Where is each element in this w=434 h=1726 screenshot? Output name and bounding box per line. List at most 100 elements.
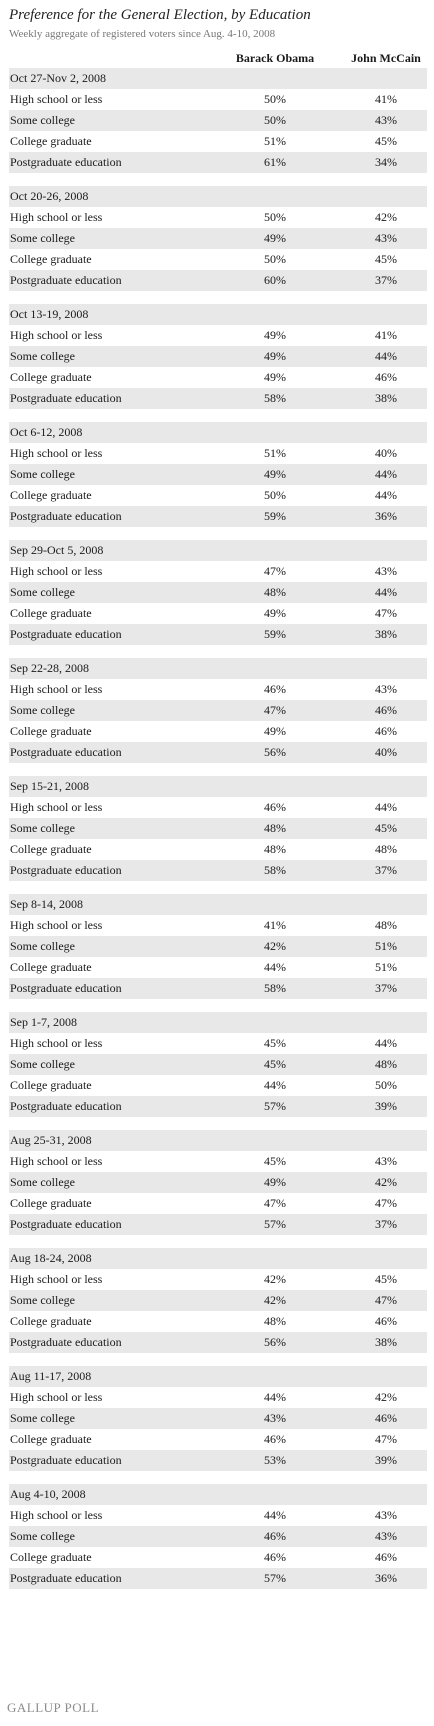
table-row: Postgraduate education 56% 40% (9, 742, 427, 763)
table-row: High school or less 42% 45% (9, 1269, 427, 1290)
table-row: Postgraduate education 59% 36% (9, 506, 427, 527)
education-label: Some college (10, 1057, 75, 1071)
period-label: Aug 25-31, 2008 (10, 1133, 92, 1147)
obama-value: 57% (264, 1217, 286, 1231)
mccain-value: 45% (375, 252, 397, 266)
education-label: College graduate (10, 252, 92, 266)
table-row: Some college 50% 43% (9, 110, 427, 131)
education-label: College graduate (10, 724, 92, 738)
mccain-value: 50% (375, 1078, 397, 1092)
education-label: Postgraduate education (10, 391, 122, 405)
mccain-value: 44% (375, 488, 397, 502)
period-label: Oct 13-19, 2008 (10, 307, 89, 321)
mccain-value: 40% (375, 446, 397, 460)
education-label: High school or less (10, 1390, 103, 1404)
obama-value: 61% (264, 155, 286, 169)
table-row: High school or less 45% 44% (9, 1033, 427, 1054)
mccain-value: 46% (375, 1550, 397, 1564)
mccain-value: 43% (375, 113, 397, 127)
table-row: Postgraduate education 58% 37% (9, 978, 427, 999)
mccain-value: 51% (375, 960, 397, 974)
obama-value: 45% (264, 1057, 286, 1071)
table-row: High school or less 45% 43% (9, 1151, 427, 1172)
mccain-value: 42% (375, 1390, 397, 1404)
education-label: Some college (10, 1175, 75, 1189)
obama-value: 49% (264, 231, 286, 245)
table-row: College graduate 46% 47% (9, 1429, 427, 1450)
education-label: College graduate (10, 1196, 92, 1210)
obama-value: 41% (264, 918, 286, 932)
table-row: College graduate 49% 46% (9, 721, 427, 742)
education-label: Postgraduate education (10, 745, 122, 759)
education-label: Postgraduate education (10, 509, 122, 523)
obama-value: 49% (264, 724, 286, 738)
mccain-value: 44% (375, 585, 397, 599)
period-header-row: Aug 25-31, 2008 (9, 1130, 427, 1151)
period-group: Aug 11-17, 2008 High school or less 44% 42%… (9, 1366, 427, 1471)
table-row: High school or less 51% 40% (9, 443, 427, 464)
mccain-value: 40% (375, 745, 397, 759)
obama-value: 58% (264, 391, 286, 405)
period-group: Aug 18-24, 2008 High school or less 42% 45%… (9, 1248, 427, 1353)
mccain-value: 48% (375, 918, 397, 932)
obama-value: 53% (264, 1453, 286, 1467)
table-row: High school or less 50% 41% (9, 89, 427, 110)
table-row: College graduate 48% 46% (9, 1311, 427, 1332)
mccain-value: 39% (375, 1453, 397, 1467)
obama-value: 58% (264, 863, 286, 877)
mccain-value: 45% (375, 821, 397, 835)
table-row: College graduate 49% 47% (9, 603, 427, 624)
table-row: High school or less 46% 43% (9, 679, 427, 700)
period-header-row: Aug 11-17, 2008 (9, 1366, 427, 1387)
education-label: High school or less (10, 92, 103, 106)
table-row: Some college 42% 47% (9, 1290, 427, 1311)
table-row: High school or less 46% 44% (9, 797, 427, 818)
obama-value: 44% (264, 1508, 286, 1522)
education-label: Postgraduate education (10, 1453, 122, 1467)
education-label: Postgraduate education (10, 273, 122, 287)
education-label: College graduate (10, 1550, 92, 1564)
chart-title: Preference for the General Election, by … (9, 7, 311, 23)
education-label: College graduate (10, 370, 92, 384)
period-header-row: Oct 13-19, 2008 (9, 304, 427, 325)
period-header-row: Oct 6-12, 2008 (9, 422, 427, 443)
obama-value: 42% (264, 939, 286, 953)
obama-value: 46% (264, 1529, 286, 1543)
obama-value: 45% (264, 1154, 286, 1168)
mccain-value: 44% (375, 467, 397, 481)
obama-value: 48% (264, 1314, 286, 1328)
mccain-value: 37% (375, 273, 397, 287)
obama-value: 58% (264, 981, 286, 995)
obama-value: 44% (264, 1390, 286, 1404)
education-label: Some college (10, 113, 75, 127)
table-row: Postgraduate education 53% 39% (9, 1450, 427, 1471)
mccain-value: 36% (375, 509, 397, 523)
obama-value: 47% (264, 564, 286, 578)
table-row: College graduate 50% 44% (9, 485, 427, 506)
table-row: Some college 43% 46% (9, 1408, 427, 1429)
education-label: High school or less (10, 446, 103, 460)
mccain-value: 44% (375, 349, 397, 363)
obama-value: 50% (264, 113, 286, 127)
education-label: College graduate (10, 1078, 92, 1092)
obama-value: 44% (264, 960, 286, 974)
education-label: Some college (10, 349, 75, 363)
mccain-value: 45% (375, 1272, 397, 1286)
education-label: Some college (10, 231, 75, 245)
mccain-value: 47% (375, 1432, 397, 1446)
obama-value: 46% (264, 1550, 286, 1564)
period-header-row: Sep 8-14, 2008 (9, 894, 427, 915)
period-group: Sep 22-28, 2008 High school or less 46% 43%… (9, 658, 427, 763)
obama-value: 50% (264, 92, 286, 106)
obama-value: 47% (264, 1196, 286, 1210)
period-label: Oct 27-Nov 2, 2008 (10, 71, 106, 85)
mccain-value: 37% (375, 1217, 397, 1231)
education-label: Some college (10, 1293, 75, 1307)
mccain-value: 38% (375, 627, 397, 641)
period-group: Oct 20-26, 2008 High school or less 50% 42%… (9, 186, 427, 291)
education-label: Some college (10, 939, 75, 953)
education-label: High school or less (10, 918, 103, 932)
education-label: College graduate (10, 842, 92, 856)
obama-value: 48% (264, 821, 286, 835)
mccain-value: 37% (375, 863, 397, 877)
